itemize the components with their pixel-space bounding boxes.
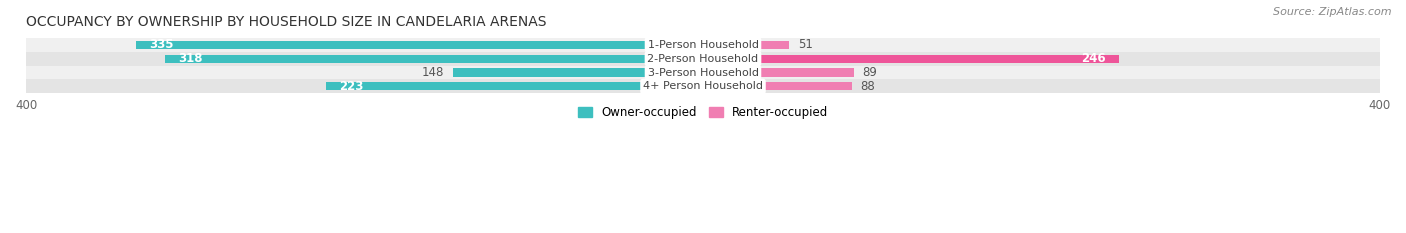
Text: 2-Person Household: 2-Person Household xyxy=(647,54,759,64)
Bar xyxy=(27,79,1379,93)
Text: 3-Person Household: 3-Person Household xyxy=(648,68,758,78)
Text: 51: 51 xyxy=(797,38,813,51)
Bar xyxy=(703,41,789,49)
Bar xyxy=(165,55,703,63)
Bar xyxy=(136,41,703,49)
Text: 1-Person Household: 1-Person Household xyxy=(648,40,758,50)
Text: 148: 148 xyxy=(422,66,444,79)
Bar xyxy=(27,52,1379,65)
Text: OCCUPANCY BY OWNERSHIP BY HOUSEHOLD SIZE IN CANDELARIA ARENAS: OCCUPANCY BY OWNERSHIP BY HOUSEHOLD SIZE… xyxy=(27,15,547,29)
Bar xyxy=(703,55,1119,63)
Text: 246: 246 xyxy=(1081,52,1105,65)
Text: 4+ Person Household: 4+ Person Household xyxy=(643,81,763,91)
Bar xyxy=(703,69,853,76)
Text: 88: 88 xyxy=(860,80,875,93)
Legend: Owner-occupied, Renter-occupied: Owner-occupied, Renter-occupied xyxy=(572,101,834,123)
Text: 335: 335 xyxy=(149,38,174,51)
Text: 89: 89 xyxy=(862,66,877,79)
Text: 223: 223 xyxy=(339,80,364,93)
Bar xyxy=(27,38,1379,52)
Bar xyxy=(453,69,703,76)
Text: Source: ZipAtlas.com: Source: ZipAtlas.com xyxy=(1274,7,1392,17)
Bar xyxy=(326,82,703,90)
Bar xyxy=(703,82,852,90)
Bar xyxy=(27,65,1379,79)
Text: 318: 318 xyxy=(179,52,202,65)
